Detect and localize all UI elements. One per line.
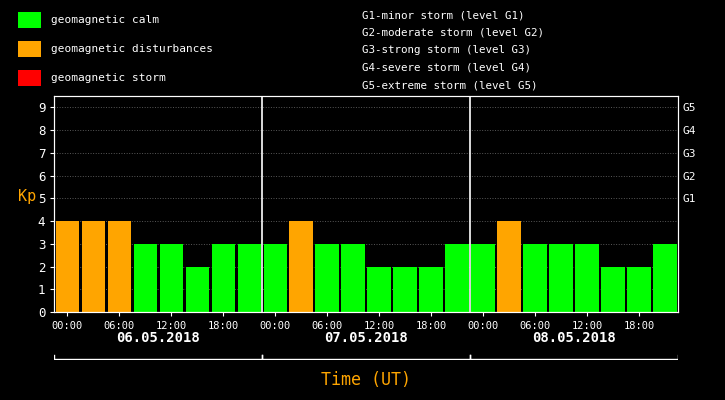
Y-axis label: Kp: Kp — [17, 189, 36, 204]
Bar — [186, 266, 209, 312]
Bar — [212, 244, 235, 312]
Text: geomagnetic disturbances: geomagnetic disturbances — [51, 44, 213, 54]
Bar — [160, 244, 183, 312]
Bar — [107, 221, 131, 312]
Text: geomagnetic calm: geomagnetic calm — [51, 15, 160, 25]
Bar — [575, 244, 599, 312]
Text: Time (UT): Time (UT) — [321, 371, 411, 389]
Bar — [18, 12, 41, 28]
Bar — [82, 221, 105, 312]
Text: G4-severe storm (level G4): G4-severe storm (level G4) — [362, 63, 531, 73]
Bar — [315, 244, 339, 312]
Bar — [238, 244, 261, 312]
Bar — [419, 266, 443, 312]
Text: 07.05.2018: 07.05.2018 — [324, 331, 408, 345]
Text: 08.05.2018: 08.05.2018 — [532, 331, 616, 345]
Bar — [627, 266, 650, 312]
Bar — [56, 221, 79, 312]
Bar — [550, 244, 573, 312]
Bar — [471, 244, 494, 312]
Text: G1-minor storm (level G1): G1-minor storm (level G1) — [362, 10, 525, 20]
Bar — [18, 42, 41, 57]
Bar — [263, 244, 287, 312]
Bar — [653, 244, 676, 312]
Text: geomagnetic storm: geomagnetic storm — [51, 73, 166, 83]
Text: 06.05.2018: 06.05.2018 — [117, 331, 200, 345]
Text: G2-moderate storm (level G2): G2-moderate storm (level G2) — [362, 28, 544, 38]
Bar — [497, 221, 521, 312]
Bar — [18, 70, 41, 86]
Bar — [445, 244, 469, 312]
Bar — [368, 266, 391, 312]
Bar — [523, 244, 547, 312]
Text: G3-strong storm (level G3): G3-strong storm (level G3) — [362, 45, 531, 55]
Bar — [394, 266, 417, 312]
Bar — [133, 244, 157, 312]
Bar — [289, 221, 313, 312]
Text: G5-extreme storm (level G5): G5-extreme storm (level G5) — [362, 80, 538, 90]
Bar — [341, 244, 365, 312]
Bar — [601, 266, 625, 312]
